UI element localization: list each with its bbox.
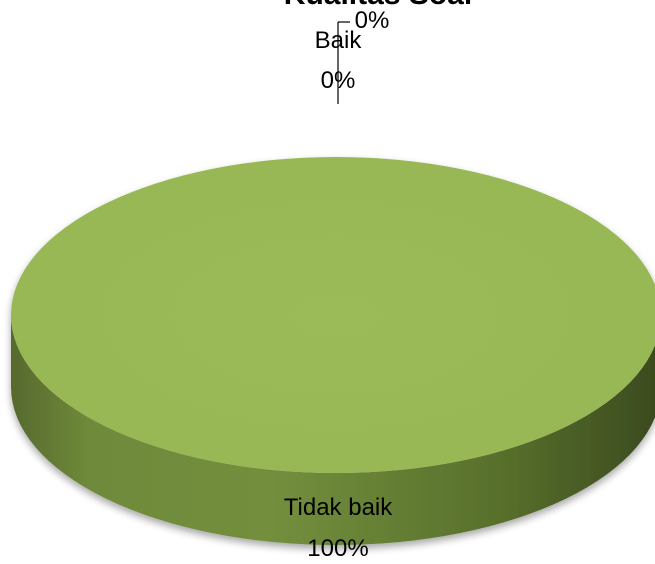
pie-3d (11, 157, 655, 545)
data-label-name: Tidak baik (284, 494, 393, 521)
pie-slice-tidak-baik (11, 157, 655, 473)
data-label-name: Baik (315, 27, 363, 54)
pie-slice-side (11, 315, 655, 545)
data-label-percent: 0% (321, 67, 356, 94)
data-label-percent: 0% (355, 7, 390, 34)
chart-title: Kualitas Soal (284, 0, 472, 11)
data-label-percent: 100% (307, 535, 368, 562)
